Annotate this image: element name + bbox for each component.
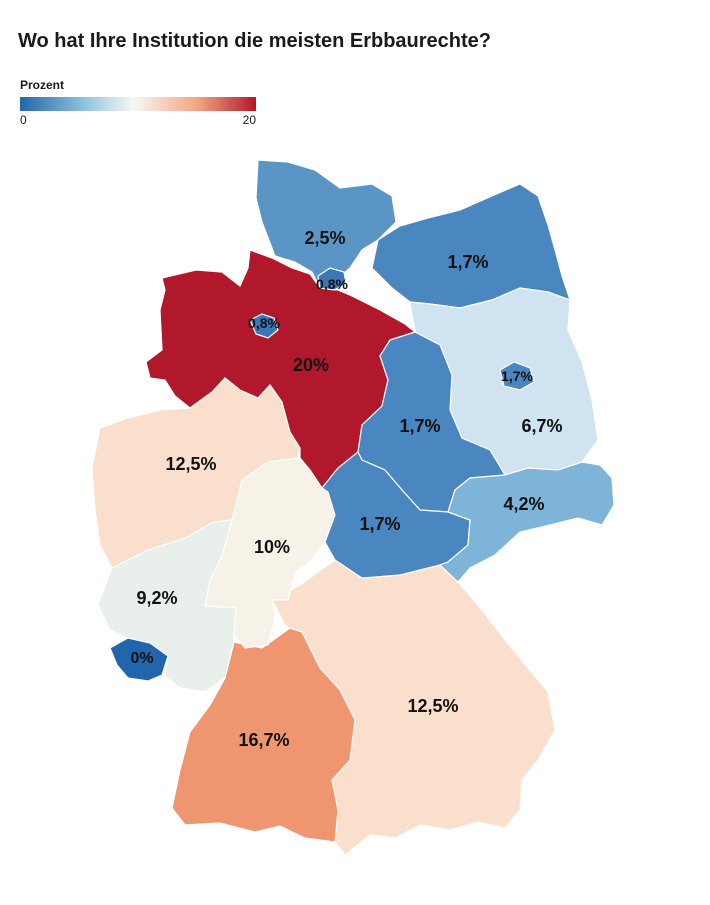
state-hamburg[interactable] [317,267,347,291]
label-schleswig-holstein: 2,5% [304,228,345,248]
chart-title: Wo hat Ihre Institution die meisten Erbb… [18,30,492,52]
label-niedersachsen: 20% [293,355,329,375]
state-sachsen[interactable] [438,461,615,583]
label-sachsen: 4,2% [503,494,544,514]
legend-gradient-bar [20,97,256,111]
label-brandenburg: 6,7% [521,416,562,436]
label-saarland: 0% [130,650,153,667]
state-berlin[interactable] [499,361,535,391]
label-berlin: 1,7% [501,368,533,384]
color-legend: Prozent 0 20 [20,78,256,127]
label-sachsen-anhalt: 1,7% [399,416,440,436]
label-thueringen: 1,7% [359,514,400,534]
label-rheinland-pfalz: 9,2% [136,588,177,608]
state-schleswig-holstein[interactable] [255,159,397,285]
legend-ticks: 0 20 [20,111,256,127]
label-baden-wuerttemberg: 16,7% [238,730,289,750]
label-hamburg: 0,8% [316,276,348,292]
legend-title: Prozent [20,78,65,92]
label-mecklenburg-vorpommern: 1,7% [447,252,488,272]
state-baden-wuerttemberg[interactable] [171,627,356,843]
state-bremen[interactable] [249,313,279,339]
state-mecklenburg-vorpommern[interactable] [371,183,571,309]
label-bayern: 12,5% [407,696,458,716]
legend-max-label: 20 [242,113,256,127]
legend-min-label: 0 [20,113,27,127]
label-nordrhein-westfalen: 12,5% [165,454,216,474]
state-saarland[interactable] [109,637,169,682]
label-bremen: 0,8% [248,315,280,331]
label-hessen: 10% [254,537,290,557]
